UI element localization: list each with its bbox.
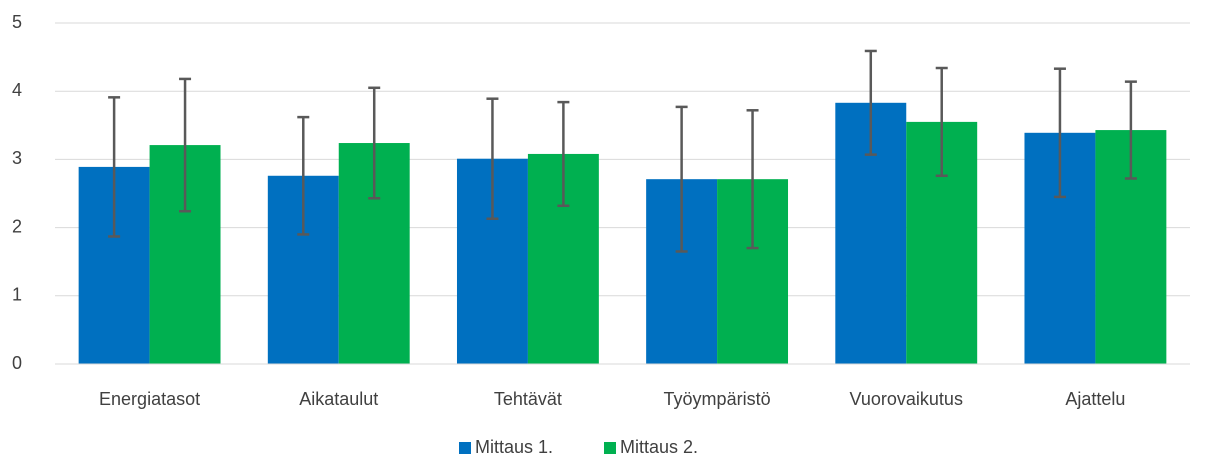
y-tick-label: 3 xyxy=(12,148,22,168)
legend-swatch xyxy=(604,442,616,454)
error-bar xyxy=(1053,67,1066,199)
legend-swatch xyxy=(459,442,471,454)
y-tick-label: 4 xyxy=(12,80,22,100)
error-bar xyxy=(935,66,948,178)
error-bar xyxy=(557,100,570,208)
x-tick-label: Tehtävät xyxy=(494,389,562,409)
y-tick-label: 5 xyxy=(12,12,22,32)
y-tick-label: 0 xyxy=(12,353,22,373)
error-bar xyxy=(108,96,121,238)
error-bar xyxy=(368,86,381,200)
error-bar xyxy=(297,115,310,236)
x-tick-label: Aikataulut xyxy=(299,389,378,409)
x-tick-label: Työympäristö xyxy=(664,389,771,409)
error-bar xyxy=(1124,80,1137,180)
x-tick-label: Ajattelu xyxy=(1065,389,1125,409)
y-tick-label: 2 xyxy=(12,216,22,236)
error-bar xyxy=(486,97,499,220)
y-tick-label: 1 xyxy=(12,285,22,305)
error-bar xyxy=(864,49,877,156)
legend-label: Mittaus 1. xyxy=(475,437,553,457)
legend-label: Mittaus 2. xyxy=(620,437,698,457)
x-tick-label: Vuorovaikutus xyxy=(850,389,963,409)
x-tick-label: Energiatasot xyxy=(99,389,200,409)
error-bar xyxy=(179,77,192,213)
error-bar xyxy=(675,105,688,253)
error-bar xyxy=(746,109,759,250)
